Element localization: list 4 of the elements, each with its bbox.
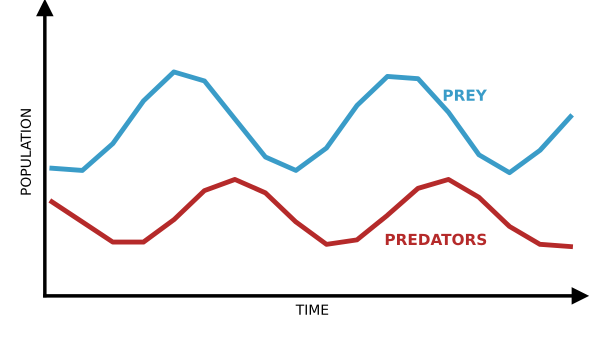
y-axis-title: POPULATION: [20, 109, 32, 195]
series-label: PREY: [444, 90, 487, 101]
series-label: PREDATORS: [386, 234, 486, 246]
x-axis-title: TIME: [296, 304, 328, 315]
